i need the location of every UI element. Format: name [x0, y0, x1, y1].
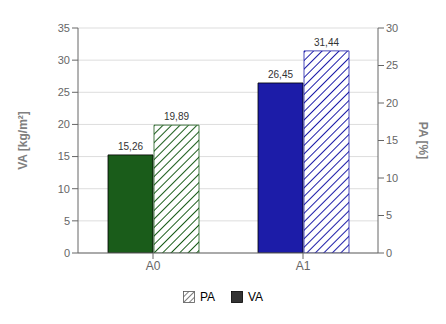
svg-text:5: 5 [64, 215, 70, 227]
svg-text:20: 20 [386, 97, 398, 109]
svg-text:PA [%]: PA [%] [416, 122, 430, 159]
svg-text:10: 10 [386, 172, 398, 184]
svg-text:A1: A1 [296, 259, 311, 273]
svg-text:5: 5 [386, 209, 392, 221]
svg-text:26,45: 26,45 [268, 69, 293, 80]
svg-text:0: 0 [64, 247, 70, 259]
svg-text:30: 30 [386, 22, 398, 34]
svg-text:30: 30 [58, 54, 70, 66]
html-text:PA: PA [199, 290, 215, 304]
svg-text:A0: A0 [146, 259, 161, 273]
svg-text:25: 25 [386, 59, 398, 71]
svg-text:31,44: 31,44 [314, 37, 339, 48]
svg-text:VA [kg/m²]: VA [kg/m²] [16, 111, 30, 170]
svg-text:0: 0 [386, 247, 392, 259]
svg-text:20: 20 [58, 118, 70, 130]
svg-text:19,89: 19,89 [164, 111, 189, 122]
svg-text:15: 15 [386, 134, 398, 146]
svg-text:15,26: 15,26 [118, 141, 143, 152]
svg-text:35: 35 [58, 22, 70, 34]
svg-text:10: 10 [58, 183, 70, 195]
html-text:VA: VA [248, 290, 264, 304]
svg-text:25: 25 [58, 86, 70, 98]
svg-text:15: 15 [58, 150, 70, 162]
